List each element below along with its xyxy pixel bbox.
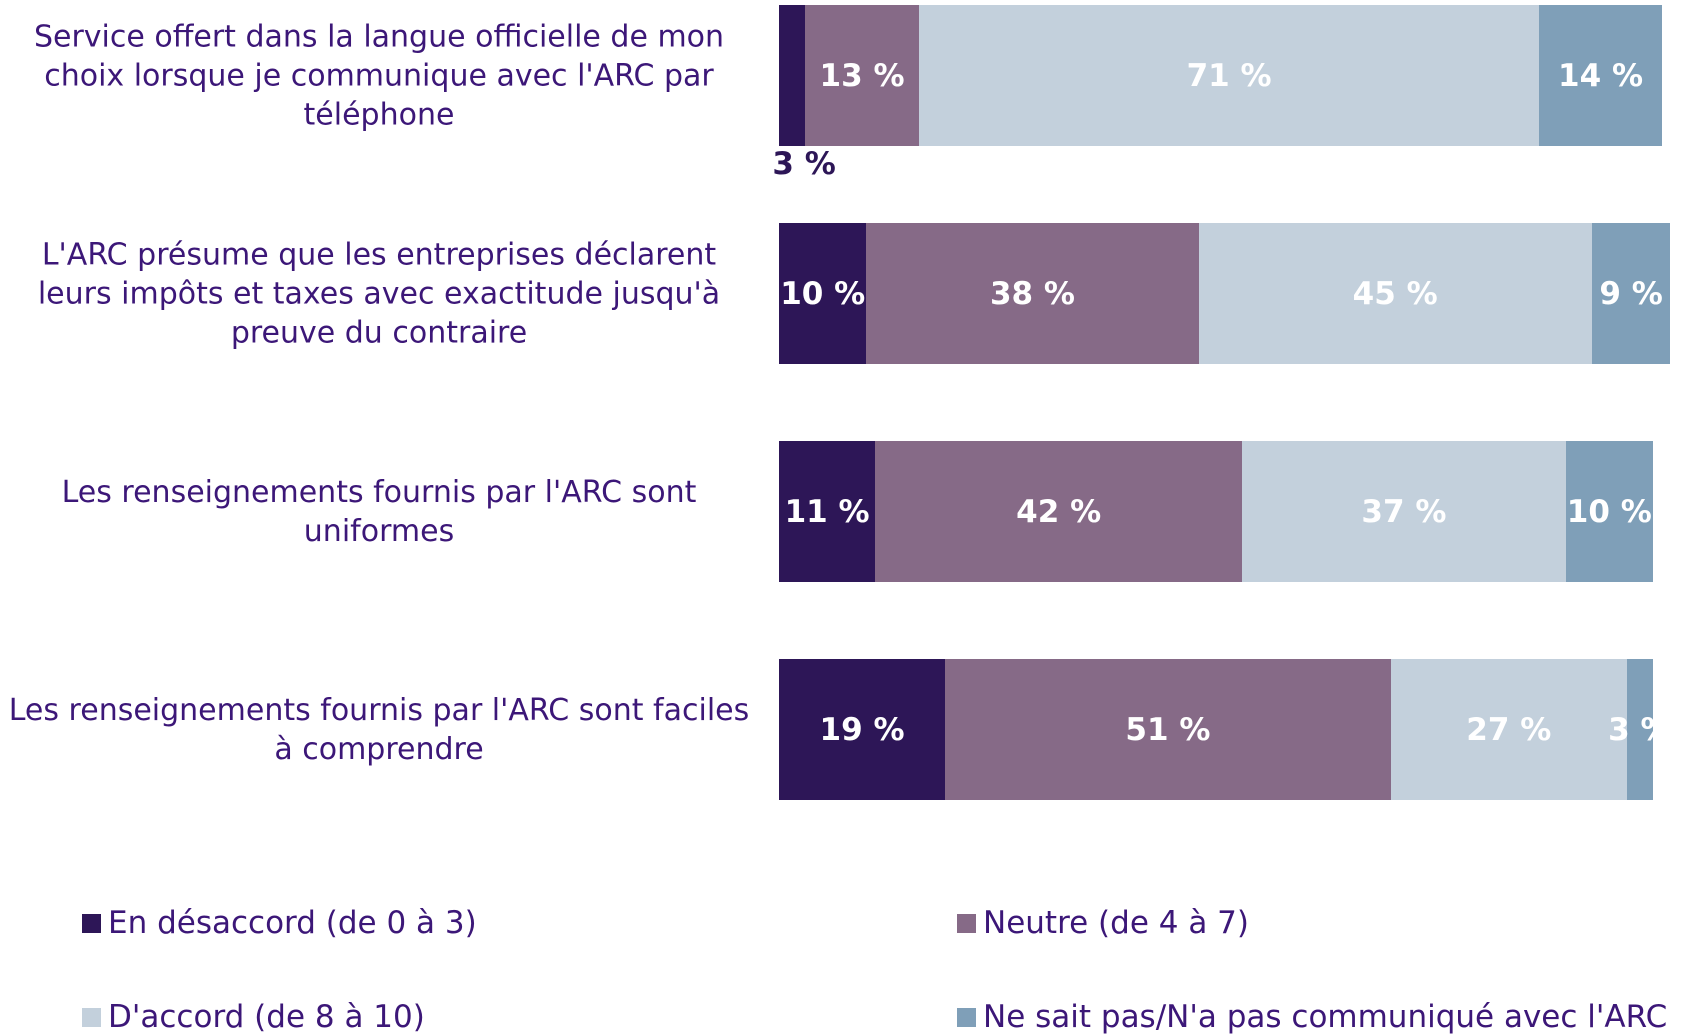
value-label: 3 % <box>772 146 836 182</box>
value-label: 37 % <box>1361 493 1447 530</box>
legend-item: Neutre (de 4 à 7) <box>957 905 1249 941</box>
value-label: 10 % <box>780 275 866 312</box>
legend-label: D'accord (de 8 à 10) <box>108 999 425 1035</box>
legend-swatch <box>957 913 976 933</box>
value-label: 27 % <box>1466 711 1552 748</box>
bar-segment <box>1591 223 1671 364</box>
value-label: 45 % <box>1352 275 1438 312</box>
bar-segment <box>866 223 1199 364</box>
legend-swatch <box>957 1007 976 1027</box>
bar-segment <box>779 5 806 146</box>
bar-segment <box>1626 659 1653 800</box>
value-label: 9 % <box>1599 275 1663 312</box>
bar-segment <box>1539 5 1662 146</box>
bar-segment <box>945 659 1391 800</box>
category-label: L'ARC présume que les entreprises déclar… <box>37 237 721 350</box>
bar-segment <box>779 441 876 582</box>
legend-item: Ne sait pas/N'a pas communiqué avec l'AR… <box>957 999 1667 1035</box>
bar-segment <box>1390 659 1627 800</box>
bar-segment <box>1198 223 1592 364</box>
category-label: Les renseignements fournis par l'ARC son… <box>8 692 750 767</box>
legend-label: Ne sait pas/N'a pas communiqué avec l'AR… <box>983 999 1668 1035</box>
bar-segment <box>1565 441 1653 582</box>
value-label: 11 % <box>784 493 870 530</box>
legend-label: En désaccord (de 0 à 3) <box>108 905 477 941</box>
bar-segment <box>779 659 946 800</box>
bar-segment <box>875 441 1243 582</box>
legend-swatch <box>82 913 101 933</box>
category-label: Les renseignements fournis par l'ARC son… <box>61 474 697 549</box>
value-label: 14 % <box>1558 57 1644 94</box>
bar-segment <box>918 5 1540 146</box>
legend-swatch <box>82 1007 101 1027</box>
legend-label: Neutre (de 4 à 7) <box>983 905 1249 941</box>
bar-segment <box>1242 441 1566 582</box>
legend-item: En désaccord (de 0 à 3) <box>82 905 477 941</box>
legend-item: D'accord (de 8 à 10) <box>82 999 425 1035</box>
value-label: 19 % <box>819 711 905 748</box>
value-label: 51 % <box>1125 711 1211 748</box>
category-label: Service offert dans la langue officielle… <box>33 19 725 132</box>
bar-segment <box>805 5 919 146</box>
bar-segment <box>779 223 867 364</box>
value-label: 38 % <box>989 275 1075 312</box>
value-label: 42 % <box>1016 493 1102 530</box>
value-label: 3 % <box>1608 711 1672 748</box>
value-label: 71 % <box>1186 57 1272 94</box>
value-label: 13 % <box>819 57 905 94</box>
value-label: 10 % <box>1566 493 1652 530</box>
